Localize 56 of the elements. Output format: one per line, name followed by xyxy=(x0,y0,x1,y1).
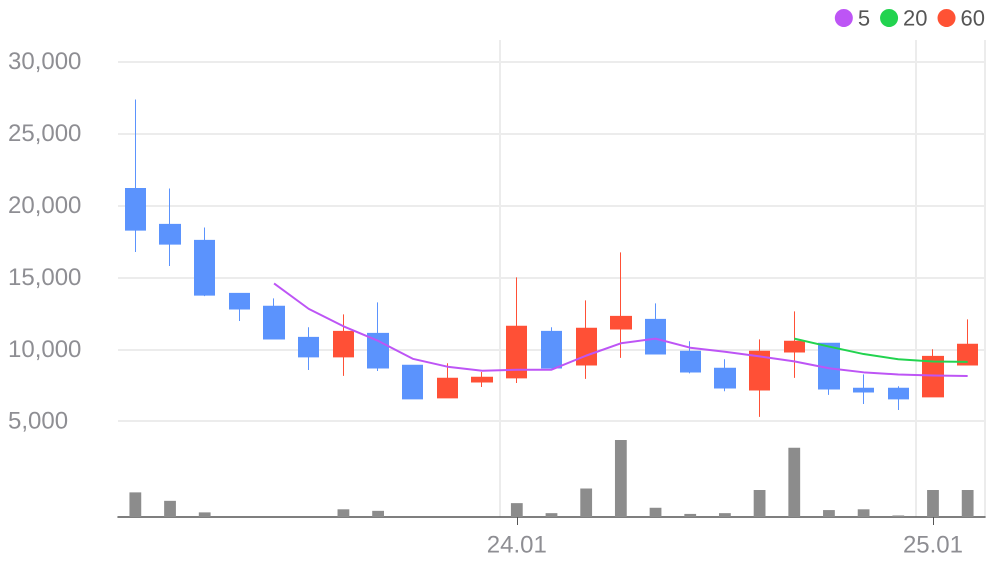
bar xyxy=(129,492,142,517)
line-series xyxy=(793,338,969,363)
y-tick-label: 25,000 xyxy=(8,120,82,148)
bar xyxy=(858,509,870,517)
candlestick xyxy=(957,318,978,366)
bar xyxy=(164,500,176,517)
candlestick xyxy=(888,386,909,411)
candlestick xyxy=(645,302,666,355)
candlestick xyxy=(229,292,250,322)
candlestick xyxy=(159,188,181,267)
x-tick-label: 24.01 xyxy=(486,532,547,558)
bar xyxy=(754,490,766,517)
bar xyxy=(614,440,627,517)
bar xyxy=(510,503,523,517)
bar xyxy=(962,490,974,517)
candlestick xyxy=(298,326,319,371)
y-tick-label: 10,000 xyxy=(8,336,82,363)
legend-label: 5 xyxy=(858,6,870,30)
bar xyxy=(198,512,211,517)
y-tick-label: 20,000 xyxy=(8,192,82,219)
legend-label: 60 xyxy=(960,6,986,30)
bar xyxy=(546,513,558,517)
bar xyxy=(823,510,835,517)
candlestick xyxy=(680,340,701,374)
candlestick xyxy=(367,302,389,372)
bar xyxy=(338,509,350,517)
candlestick xyxy=(576,300,597,380)
candlestick xyxy=(610,252,632,358)
candlestick xyxy=(437,362,458,398)
y-tick-label: 15,000 xyxy=(8,264,82,291)
candlestick xyxy=(818,342,840,396)
candlestick xyxy=(471,372,493,388)
line-series xyxy=(273,282,969,378)
bar xyxy=(580,488,592,517)
candlestick xyxy=(125,99,146,253)
candlestick xyxy=(541,326,562,368)
candlestick xyxy=(853,374,874,404)
bar xyxy=(719,513,731,517)
candlestick xyxy=(333,314,354,376)
bar xyxy=(650,508,662,517)
candlestick xyxy=(749,338,770,418)
y-tick-label: 5,000 xyxy=(8,408,68,435)
legend-label: 20 xyxy=(903,6,928,30)
candlestick xyxy=(784,310,805,378)
candlestick xyxy=(714,358,736,392)
x-tick-label: 25.01 xyxy=(902,532,964,558)
bar xyxy=(927,490,939,517)
y-tick-label: 30,000 xyxy=(8,48,82,76)
candlestick xyxy=(922,348,944,398)
candlestick xyxy=(402,364,423,400)
bar xyxy=(684,514,696,517)
candlestick xyxy=(506,276,527,384)
bar xyxy=(788,448,800,517)
candlestick xyxy=(263,298,285,340)
bar xyxy=(372,510,384,517)
candlestick xyxy=(194,226,215,297)
